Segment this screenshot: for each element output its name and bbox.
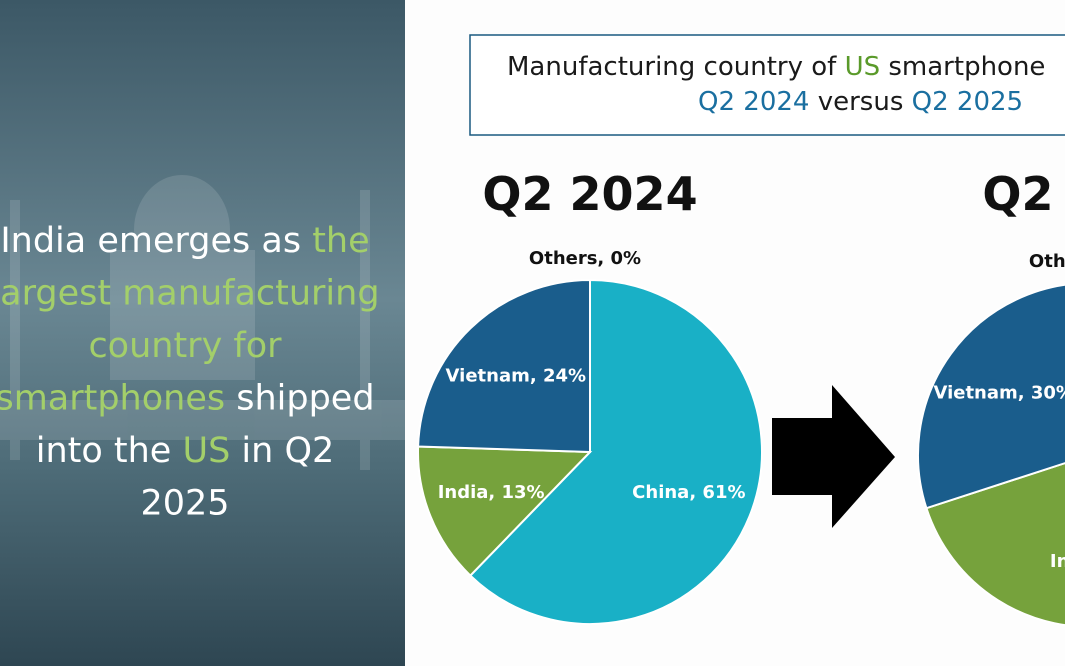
panel-line: 2025 [140, 484, 229, 524]
data-label: India, 44% [1050, 551, 1065, 572]
arrow [772, 385, 895, 528]
data-label: Vietnam, 30% [933, 382, 1065, 403]
pie-slice [917, 283, 1065, 510]
panel-line: India emerges as the [0, 221, 369, 261]
data-label: Others, 0% [529, 248, 641, 269]
panel-segment: country for [88, 326, 282, 366]
pie-slice [468, 278, 763, 625]
photo-panel [0, 0, 405, 666]
header-segment: smartphone [880, 52, 1045, 82]
data-label: Vietnam, 24% [446, 365, 587, 386]
header-segment: Manufacturing country of [507, 52, 845, 82]
header-segment: Q2 2025 [912, 87, 1023, 117]
pie-slice [417, 445, 593, 577]
panel-segment: the [312, 221, 369, 261]
data-label: India, 13% [438, 482, 545, 503]
panel-segment: smartphones [0, 379, 225, 419]
panel-segment: into the [36, 431, 183, 471]
header-line: Manufacturing country of US smartphone [507, 52, 1045, 82]
header-segment: versus [809, 87, 911, 117]
header-text: Manufacturing country of US smartphone Q2… [507, 52, 1045, 117]
panel-segment: India emerges as [0, 221, 312, 261]
panel-line: country for [88, 326, 282, 366]
charts: Q2 2024 Others, 0% China, 61% India, 13% Vie… [417, 167, 1065, 627]
header-segment: US [845, 52, 881, 82]
header-segment: Q2 2024 [698, 87, 809, 117]
panel-segment: shipped [225, 379, 374, 419]
pie-slice [925, 462, 1065, 627]
data-label: Others, 1% [1029, 251, 1065, 272]
panel-segment: US [182, 431, 230, 471]
monument-silhouette [0, 175, 405, 470]
pie-slice [417, 278, 591, 454]
chart-title: Q2 2025 [982, 167, 1065, 221]
chart-title: Q2 2024 [482, 167, 697, 221]
data-label: China, 61% [632, 482, 745, 503]
panel-line: largest manufacturing [0, 274, 380, 314]
panel-line: into the US in Q2 [36, 431, 335, 471]
panel-segment: in Q2 [230, 431, 334, 471]
header-line: Q2 2024 versus Q2 2025 [698, 87, 1023, 117]
panel-text: India emerges as the largest manufacturin… [0, 221, 380, 524]
header-box [469, 34, 1065, 136]
panel-line: smartphones shipped [0, 379, 375, 419]
panel-segment: largest manufacturing [0, 274, 380, 314]
panel-segment: 2025 [140, 484, 229, 524]
